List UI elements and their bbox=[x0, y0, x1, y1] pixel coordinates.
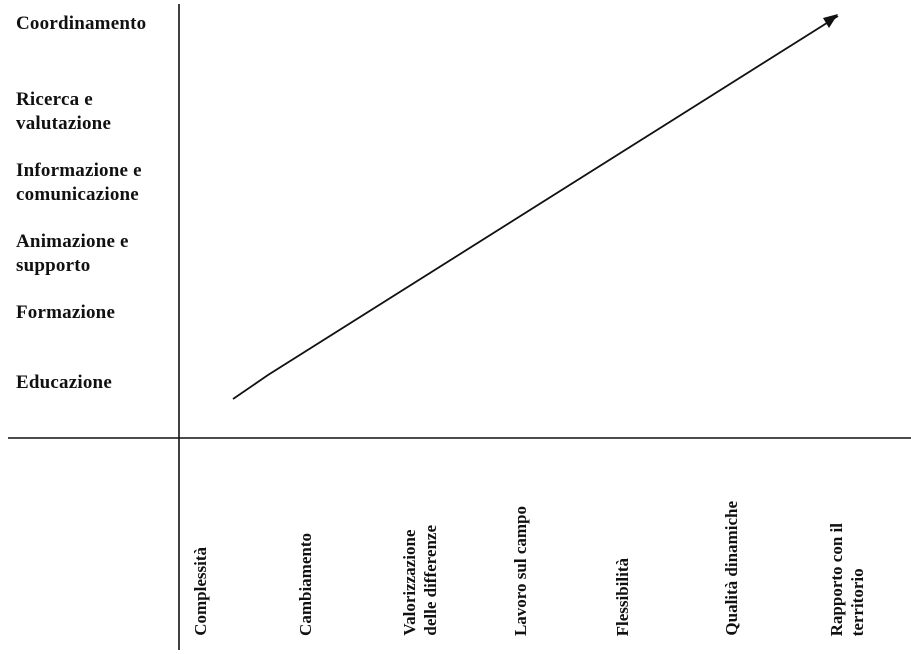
x-label-qualita-dinamiche: Qualità dinamiche bbox=[722, 501, 741, 636]
x-label-cambiamento: Cambiamento bbox=[296, 533, 315, 636]
y-label-animazione-supporto: Animazione e supporto bbox=[16, 231, 129, 276]
y-label-informazione-comunicazione: Informazione e comunicazione bbox=[16, 160, 142, 205]
x-label-rapporto-territorio: Rapporto con il territorio bbox=[827, 522, 867, 636]
x-label-lavoro-sul-campo: Lavoro sul campo bbox=[511, 505, 530, 636]
x-label-complessita: Complessità bbox=[191, 547, 210, 636]
y-label-coordinamento: Coordinamento bbox=[16, 13, 147, 34]
trend-line bbox=[232, 15, 839, 400]
x-label-valorizzazione-differenze: Valorizzazione delle differenze bbox=[400, 525, 440, 636]
y-label-educazione: Educazione bbox=[16, 372, 112, 393]
trend-arrowhead bbox=[823, 14, 838, 28]
x-label-flessibilita: Flessibilità bbox=[613, 557, 632, 636]
y-label-formazione: Formazione bbox=[16, 302, 116, 323]
y-label-ricerca-valutazione: Ricerca e valutazione bbox=[16, 89, 112, 134]
